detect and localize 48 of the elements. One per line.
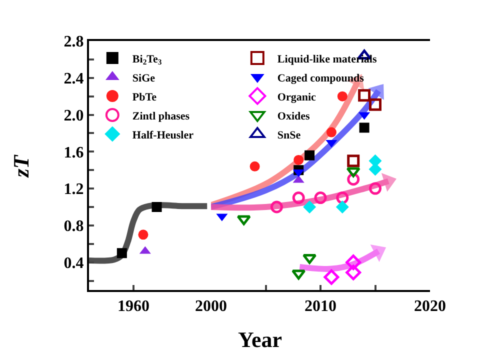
y-tick-label: 2.8: [64, 34, 84, 51]
point: [346, 167, 360, 178]
y-tick-label: 1.2: [64, 181, 84, 198]
point: [292, 270, 306, 280]
legend-label: PbTe: [132, 91, 157, 104]
point: [116, 248, 127, 258]
y-axis-title: zT: [8, 154, 34, 178]
y-tick-label: 0.8: [64, 218, 84, 236]
legend-label: SnSe: [277, 129, 301, 142]
point: [138, 230, 148, 240]
legend-label: SiGe: [132, 72, 156, 84]
point: [359, 122, 370, 133]
point: [324, 269, 340, 285]
x-tick-label: 2020: [414, 298, 446, 316]
y-tick-label: 1.6: [64, 144, 84, 162]
point: [336, 200, 349, 214]
point: [326, 127, 336, 138]
point: [294, 154, 304, 165]
legend-label: Oxides: [277, 110, 311, 122]
point: [270, 200, 283, 214]
point: [302, 254, 317, 264]
point: [369, 98, 382, 111]
point: [314, 192, 327, 204]
point: [337, 91, 348, 102]
legend-label: Liquid-like materials: [277, 53, 378, 66]
point: [152, 202, 162, 212]
point: [346, 264, 362, 280]
x-axis-title: Year: [238, 327, 282, 349]
point: [250, 161, 260, 172]
point: [369, 182, 382, 195]
point: [358, 89, 371, 102]
legend-label: Organic: [277, 91, 316, 104]
point: [292, 192, 305, 204]
point: [236, 215, 251, 226]
x-tick-label: 2000: [195, 298, 227, 316]
legend-label: Zintl phases: [132, 110, 190, 122]
point: [336, 192, 349, 204]
point: [304, 150, 315, 160]
x-tick-label: 1960: [118, 298, 150, 316]
y-tick-label: 2.0: [64, 107, 84, 124]
legend-label: Half-Heusler: [132, 129, 194, 142]
y-tick-label: 0.4: [64, 254, 84, 272]
point: [303, 200, 316, 214]
point: [346, 254, 362, 270]
x-tick-label: 2010: [304, 298, 336, 316]
point: [347, 154, 360, 168]
legend-label: Bi$_{2}$Te$_{3}$: [132, 53, 162, 67]
y-tick-label: 2.4: [64, 70, 84, 88]
